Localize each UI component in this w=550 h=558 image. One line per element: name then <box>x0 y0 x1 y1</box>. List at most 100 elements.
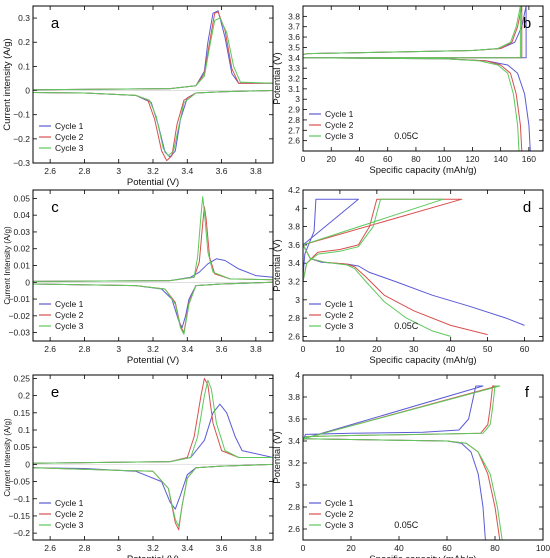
y-tick-label: 0.02 <box>13 244 30 254</box>
x-tick-label: 2.8 <box>79 166 91 176</box>
legend-entry: Cycle 3 <box>55 321 84 331</box>
x-tick-label: 3.6 <box>216 543 228 553</box>
y-tick-label: 0 <box>25 459 30 469</box>
rate-annotation: 0.05C <box>394 321 419 331</box>
y-tick-label: 0.04 <box>13 210 30 220</box>
legend-entry: Cycle 3 <box>325 131 354 141</box>
legend-entry: Cycle 2 <box>325 120 354 130</box>
y-axis-label: Potential (V) <box>272 431 283 483</box>
y-tick-label: 4 <box>295 203 300 213</box>
y-tick-label: 2.8 <box>288 502 300 512</box>
x-tick-label: 0 <box>301 154 306 164</box>
panel-a: 2.6 2.8 3 3.2 3.4 3.6 3.8 −0.3 −0.2 −0.1 0 0.1 0.2 0.… <box>2 5 274 188</box>
x-tick-label: 3.4 <box>181 543 193 553</box>
x-tick-label: 80 <box>411 154 421 164</box>
legend-entry: Cycle 3 <box>325 520 354 530</box>
panel-letter: a <box>51 15 60 32</box>
series-line-cycle-3 <box>33 17 273 157</box>
plot-frame <box>302 189 544 342</box>
legend-entry: Cycle 1 <box>55 121 84 131</box>
y-tick-label: 2.6 <box>288 136 300 146</box>
series-line-cycle-3 <box>303 6 521 151</box>
x-tick-label: 60 <box>520 344 530 354</box>
y-tick-label: 0 <box>25 86 30 96</box>
y-axis-label: Current intensity (A/g) <box>2 38 13 130</box>
series-line-cycle-1 <box>303 385 486 540</box>
x-tick-label: 50 <box>483 344 493 354</box>
series-line-cycle-3 <box>33 379 273 527</box>
legend-entry: Cycle 2 <box>325 310 354 320</box>
x-tick-label: 40 <box>446 344 456 354</box>
y-tick-label: 3.7 <box>288 22 300 32</box>
x-tick-label: 3.4 <box>181 344 193 354</box>
y-tick-label: 0 <box>25 277 30 287</box>
y-tick-label: 3.2 <box>288 458 300 468</box>
x-tick-label: 3.8 <box>250 166 262 176</box>
x-tick-label: 3.6 <box>216 166 228 176</box>
rate-annotation: 0.05C <box>394 131 419 141</box>
y-tick-label: 0.05 <box>13 193 30 203</box>
x-tick-label: 3 <box>116 543 121 553</box>
x-tick-label: 100 <box>536 543 550 553</box>
y-tick-label: 2.6 <box>288 331 300 341</box>
x-tick-label: 2.6 <box>44 344 56 354</box>
x-tick-label: 3.2 <box>147 543 159 553</box>
x-tick-label: 3.6 <box>216 344 228 354</box>
panel-b: 0 20 40 60 80 100 120 140 160 2.62.72.82.933.13.2… <box>272 5 544 176</box>
x-tick-label: 0 <box>301 543 306 553</box>
y-tick-label: 0.3 <box>18 13 30 23</box>
y-tick-label: 0.01 <box>13 261 30 271</box>
y-tick-label: −0.1 <box>13 494 30 504</box>
y-tick-label: −0.03 <box>8 328 30 338</box>
y-tick-label: 2.8 <box>288 115 300 125</box>
y-tick-label: 0.03 <box>13 227 30 237</box>
x-tick-label: 80 <box>490 543 500 553</box>
x-tick-label: 2.8 <box>79 344 91 354</box>
legend-entry: Cycle 2 <box>325 509 354 519</box>
x-tick-label: 20 <box>346 543 356 553</box>
plot-frame <box>302 5 544 152</box>
panel-d: 0 10 20 30 40 50 60 2.6 2.8 3 3.2 3.4 3.6 3.8 4 4.2 Spec… <box>272 185 544 366</box>
y-tick-label: 3 <box>295 94 300 104</box>
x-tick-label: 10 <box>335 344 345 354</box>
rate-annotation: 0.05C <box>394 520 419 530</box>
y-tick-label: −0.01 <box>8 294 30 304</box>
x-tick-label: 3.8 <box>250 543 262 553</box>
x-tick-label: 40 <box>394 543 404 553</box>
legend-entry: Cycle 1 <box>55 498 84 508</box>
y-tick-label: 2.6 <box>288 524 300 534</box>
x-tick-label: 160 <box>522 154 536 164</box>
y-tick-label: 3.2 <box>288 74 300 84</box>
y-tick-label: 2.8 <box>288 313 300 323</box>
panel-c: 2.6 2.8 3 3.2 3.4 3.6 3.8 −0.03 −0.02 −0.01 0 0.01 0… <box>3 189 274 366</box>
y-tick-label: 4.2 <box>288 185 300 195</box>
legend-entry: Cycle 3 <box>55 143 84 153</box>
legend-entry: Cycle 2 <box>55 132 84 142</box>
y-axis-label: Potential (V) <box>272 52 283 104</box>
y-tick-label: 3.4 <box>288 53 300 63</box>
plot-frame <box>32 374 274 541</box>
legend-entry: Cycle 1 <box>325 299 354 309</box>
y-tick-label: −0.1 <box>13 110 30 120</box>
x-tick-label: 20 <box>372 344 382 354</box>
legend-entry: Cycle 3 <box>325 321 354 331</box>
series-line-cycle-1 <box>33 258 273 329</box>
y-tick-label: −0.02 <box>8 311 30 321</box>
panel-e: 2.6 2.8 3 3.2 3.4 3.6 3.8 −0.2 −0.15 −0.1 −0.05 0 0.… <box>3 373 274 558</box>
y-tick-label: 2.7 <box>288 125 300 135</box>
y-tick-label: −0.3 <box>13 158 30 168</box>
y-tick-label: 3.6 <box>288 240 300 250</box>
x-tick-label: 3 <box>116 344 121 354</box>
y-tick-label: 3.8 <box>288 392 300 402</box>
y-tick-label: 0.25 <box>13 373 30 383</box>
x-tick-label: 120 <box>465 154 479 164</box>
y-tick-label: 3.4 <box>288 258 300 268</box>
y-tick-label: 3.5 <box>288 42 300 52</box>
plot-frame <box>32 5 274 164</box>
series-line-cycle-3 <box>303 385 503 540</box>
x-axis-label: Specific capacity (mAh/g) <box>369 355 476 366</box>
y-tick-label: 0.1 <box>18 61 30 71</box>
legend-entry: Cycle 2 <box>55 509 84 519</box>
series-line-cycle-1 <box>303 198 525 326</box>
